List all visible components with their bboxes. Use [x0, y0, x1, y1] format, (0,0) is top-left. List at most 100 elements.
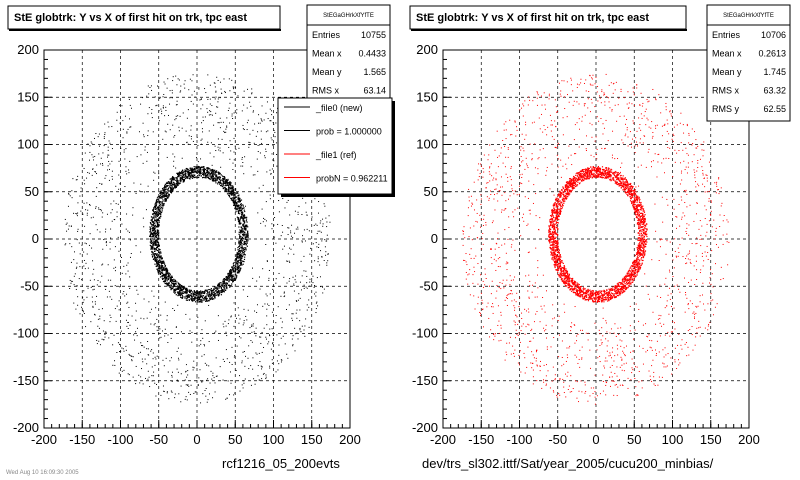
data-point [257, 151, 259, 153]
data-point [252, 277, 254, 279]
data-point [237, 217, 240, 219]
data-point [608, 172, 611, 174]
data-point [127, 301, 129, 303]
data-point [246, 242, 248, 244]
data-point [224, 90, 226, 92]
data-point [225, 349, 227, 351]
data-point [250, 166, 252, 168]
data-point [235, 211, 237, 213]
data-point [231, 185, 233, 187]
data-point [268, 269, 270, 271]
data-point [121, 105, 123, 107]
data-point [611, 288, 614, 290]
data-point [235, 276, 238, 278]
data-point [326, 221, 328, 223]
data-point [552, 209, 554, 212]
data-point [212, 292, 215, 294]
data-point [166, 156, 168, 158]
data-point [185, 295, 187, 297]
data-point [68, 225, 70, 227]
data-point [264, 225, 266, 227]
data-point [69, 195, 71, 197]
data-point [233, 325, 235, 327]
data-point [122, 137, 124, 139]
data-point [239, 264, 241, 267]
data-point [576, 289, 578, 292]
data-point [222, 152, 224, 154]
data-point [125, 148, 127, 150]
data-point [123, 265, 125, 267]
data-point [157, 244, 159, 246]
data-point [155, 220, 157, 222]
data-point [175, 177, 177, 179]
data-point [184, 176, 186, 178]
data-point [157, 206, 159, 208]
data-point [238, 267, 240, 270]
data-point [640, 244, 643, 246]
data-point [238, 226, 240, 228]
data-point [156, 209, 158, 211]
data-point [157, 226, 159, 228]
data-point [150, 323, 152, 325]
data-point [128, 118, 130, 120]
data-point [327, 260, 329, 262]
data-point [156, 263, 158, 265]
x-axis-label: rcf1216_05_200evts [222, 456, 340, 471]
data-point [234, 207, 236, 209]
data-point [172, 181, 175, 183]
data-point [599, 298, 601, 300]
data-point [192, 140, 194, 142]
data-point [195, 166, 197, 168]
data-point [242, 128, 244, 130]
data-point [205, 92, 207, 94]
data-point [226, 117, 228, 119]
data-point [157, 230, 159, 232]
data-point [188, 295, 190, 297]
data-point [222, 181, 224, 183]
data-point [243, 253, 245, 255]
data-point [182, 290, 184, 292]
data-point [121, 370, 123, 372]
data-point [207, 168, 209, 170]
data-point [278, 211, 280, 213]
data-point [186, 287, 188, 289]
data-point [203, 167, 205, 169]
data-point [321, 255, 323, 257]
data-point [214, 382, 216, 384]
data-point [184, 398, 186, 400]
data-point [625, 288, 627, 290]
data-point [169, 284, 171, 286]
data-point [269, 169, 271, 171]
data-point [198, 293, 200, 295]
data-point [291, 317, 293, 319]
data-point [214, 172, 216, 174]
data-point [275, 371, 277, 373]
data-point [239, 375, 241, 377]
data-point [158, 213, 160, 215]
data-point [75, 179, 77, 181]
data-point [104, 231, 106, 233]
data-point [230, 192, 232, 194]
data-point [171, 184, 173, 187]
data-point [593, 301, 595, 303]
data-point [245, 315, 247, 317]
data-point [190, 296, 193, 298]
data-point [262, 268, 264, 270]
data-point [241, 158, 243, 160]
data-point [239, 210, 241, 212]
data-point [217, 183, 219, 185]
data-point [151, 108, 153, 110]
data-point [243, 227, 246, 229]
data-point [607, 169, 609, 171]
data-point [241, 250, 243, 252]
data-point [230, 382, 232, 384]
data-point [165, 200, 167, 202]
data-point [163, 187, 165, 189]
data-point [173, 289, 175, 291]
data-point [105, 285, 107, 287]
data-point [308, 230, 310, 232]
data-point [179, 177, 181, 179]
data-point [171, 276, 173, 278]
data-point [559, 256, 561, 258]
data-point [104, 132, 106, 134]
